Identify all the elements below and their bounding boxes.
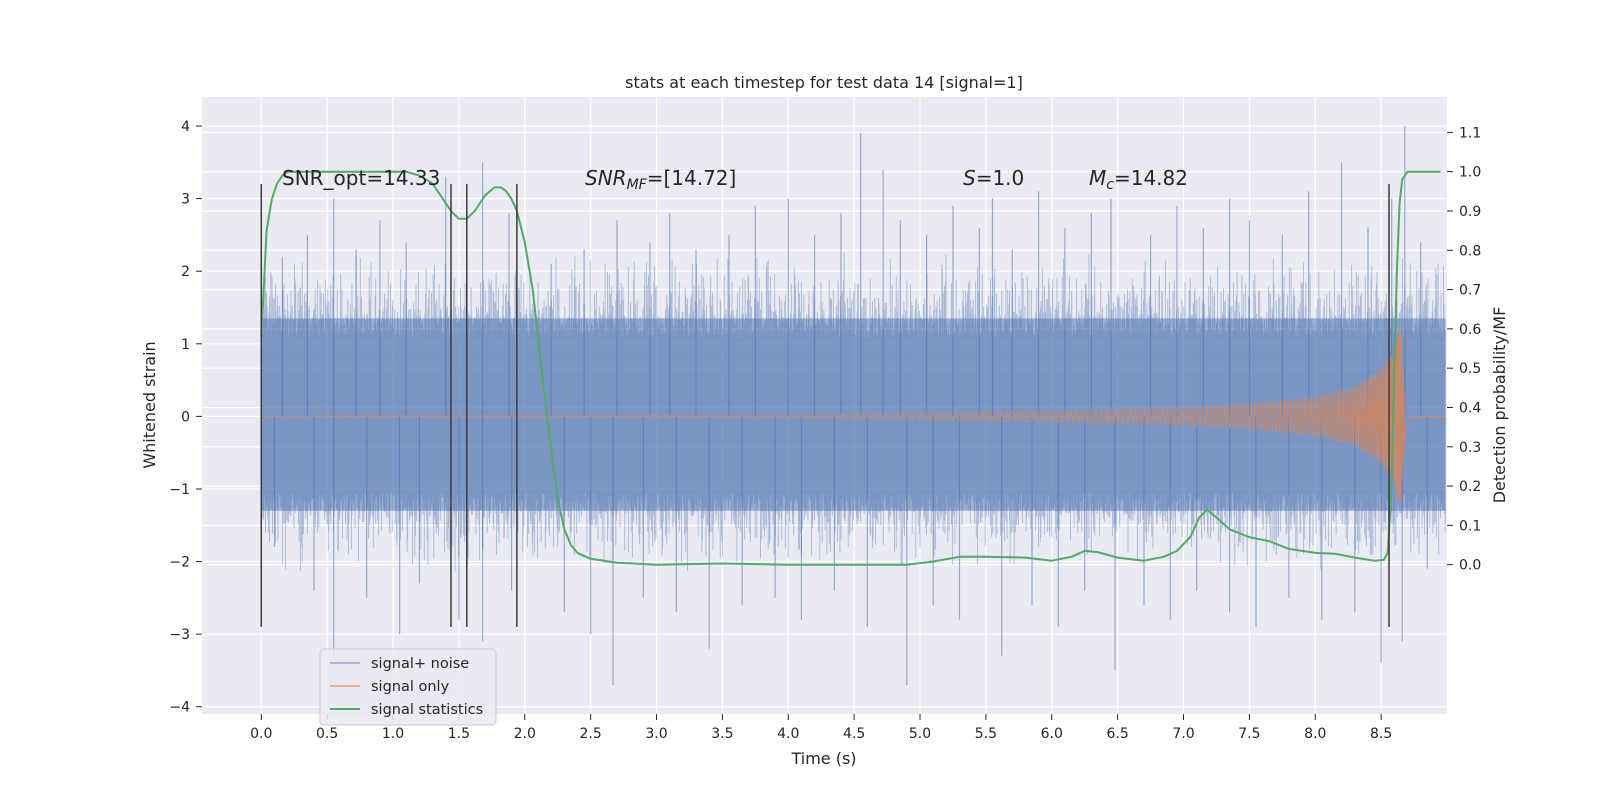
y-right-tick-label: 0.1 xyxy=(1459,518,1481,534)
legend-label-signal-statistics: signal statistics xyxy=(371,702,483,718)
y-right-tick-label: 1.1 xyxy=(1459,125,1481,141)
x-tick-label: 5.5 xyxy=(975,726,997,742)
x-tick-label: 1.0 xyxy=(382,726,404,742)
legend-label-signal-only: signal only xyxy=(371,679,450,695)
y-right-tick-label: 0.7 xyxy=(1459,283,1481,299)
annotation-mc-sub: c xyxy=(1106,177,1114,193)
y-right-tick-label: 0.6 xyxy=(1459,322,1481,338)
annotation-mc: Mc=14.82 xyxy=(1089,166,1188,193)
annotation-s-main: S xyxy=(963,166,976,190)
x-tick-label: 1.5 xyxy=(448,726,470,742)
y-right-tick-label: 0.4 xyxy=(1459,400,1481,416)
annotation-mc-value: =14.82 xyxy=(1114,166,1188,190)
x-tick-label: 7.5 xyxy=(1238,726,1260,742)
y-right-tick-label: 0.0 xyxy=(1459,558,1481,574)
x-tick-label: 2.5 xyxy=(580,726,602,742)
annotation-snr-mf: SNRMF=[14.72] xyxy=(585,166,736,193)
y-tick-label: 4 xyxy=(181,119,190,135)
x-tick-label: 5.0 xyxy=(909,726,931,742)
y-tick-label: 2 xyxy=(181,264,190,280)
annotation-snr-mf-value: =[14.72] xyxy=(647,166,737,190)
x-axis-label: Time (s) xyxy=(790,749,856,768)
y-tick-label: 0 xyxy=(181,409,190,425)
series-signal-statistics xyxy=(260,170,1441,566)
series-signal-only xyxy=(261,327,1446,504)
x-tick-label: 6.0 xyxy=(1041,726,1063,742)
y-right-tick-label: 0.8 xyxy=(1459,243,1481,259)
x-tick-label: 4.0 xyxy=(777,726,799,742)
chart-title: stats at each timestep for test data 14 … xyxy=(625,73,1023,92)
y-right-tick-label: 0.3 xyxy=(1459,440,1481,456)
x-tick-label: 6.5 xyxy=(1107,726,1129,742)
ticks: 0.0 0.5 1.0 1.5 2.0 2.5 3.0 3.5 4.0 4.5 5.0 5.5 6.0 6… xyxy=(169,119,1481,742)
annotation-snr-mf-sub: MF xyxy=(627,177,648,193)
y-right-tick-label: 0.5 xyxy=(1459,361,1481,377)
y-right-tick-label: 0.9 xyxy=(1459,204,1481,220)
x-tick-label: 2.0 xyxy=(514,726,536,742)
marker-lines xyxy=(260,184,1390,627)
y-tick-label: −4 xyxy=(169,700,190,716)
y-right-tick-label: 0.2 xyxy=(1459,479,1481,495)
x-tick-label: 8.0 xyxy=(1304,726,1326,742)
y-tick-label: 1 xyxy=(181,337,190,353)
legend-label-signal-noise: signal+ noise xyxy=(371,656,469,672)
x-tick-label: 0.0 xyxy=(250,726,272,742)
legend: signal+ noise signal only signal statist… xyxy=(319,648,497,726)
y-tick-label: −2 xyxy=(169,555,190,571)
y-tick-label: 3 xyxy=(181,192,190,208)
x-tick-label: 3.0 xyxy=(645,726,667,742)
x-tick-label: 8.5 xyxy=(1370,726,1392,742)
y-right-tick-label: 1.0 xyxy=(1459,165,1481,181)
x-tick-label: 0.5 xyxy=(316,726,338,742)
y-axis-label: Whitened strain xyxy=(140,341,159,468)
noise-spikes xyxy=(273,126,1428,685)
x-tick-label: 7.0 xyxy=(1172,726,1194,742)
annotation-s-value: =1.0 xyxy=(976,166,1025,190)
x-tick-label: 4.5 xyxy=(843,726,865,742)
annotation-mc-main: M xyxy=(1089,166,1106,190)
x-tick-label: 3.5 xyxy=(711,726,733,742)
y-tick-label: −3 xyxy=(169,627,190,643)
annotation-snr-opt: SNR_opt=14.33 xyxy=(282,166,440,190)
annotation-snr-mf-main: SNR xyxy=(585,166,627,190)
y-tick-label: −1 xyxy=(169,482,190,498)
legend-frame xyxy=(319,648,497,726)
annotation-s: S=1.0 xyxy=(963,166,1024,190)
series-layer xyxy=(260,126,1446,685)
y-right-axis-label: Detection probability/MF xyxy=(1490,307,1509,504)
